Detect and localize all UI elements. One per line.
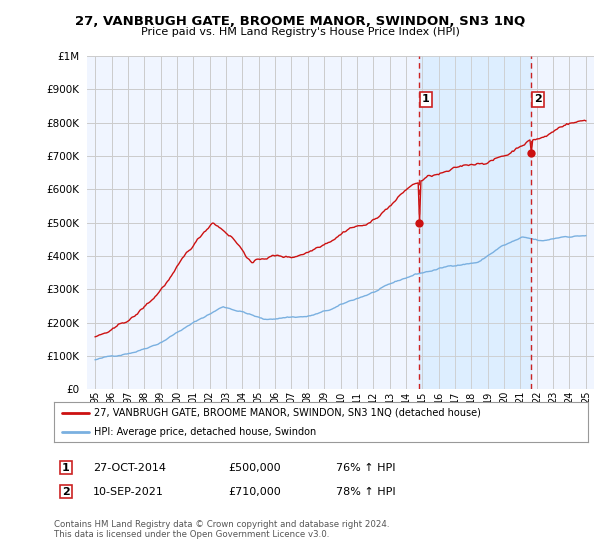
Text: 78% ↑ HPI: 78% ↑ HPI xyxy=(336,487,395,497)
Text: 27, VANBRUGH GATE, BROOME MANOR, SWINDON, SN3 1NQ: 27, VANBRUGH GATE, BROOME MANOR, SWINDON… xyxy=(75,15,525,28)
Text: 1: 1 xyxy=(422,94,430,104)
Text: 2: 2 xyxy=(534,94,542,104)
Text: Contains HM Land Registry data © Crown copyright and database right 2024.
This d: Contains HM Land Registry data © Crown c… xyxy=(54,520,389,539)
Text: £710,000: £710,000 xyxy=(228,487,281,497)
Bar xyxy=(419,56,532,389)
Text: 1: 1 xyxy=(62,463,70,473)
Text: 2: 2 xyxy=(62,487,70,497)
Text: 27-OCT-2014: 27-OCT-2014 xyxy=(93,463,166,473)
Text: £500,000: £500,000 xyxy=(228,463,281,473)
Text: Price paid vs. HM Land Registry's House Price Index (HPI): Price paid vs. HM Land Registry's House … xyxy=(140,27,460,38)
Text: 76% ↑ HPI: 76% ↑ HPI xyxy=(336,463,395,473)
Text: 27, VANBRUGH GATE, BROOME MANOR, SWINDON, SN3 1NQ (detached house): 27, VANBRUGH GATE, BROOME MANOR, SWINDON… xyxy=(94,408,481,418)
Text: HPI: Average price, detached house, Swindon: HPI: Average price, detached house, Swin… xyxy=(94,427,316,437)
Text: 10-SEP-2021: 10-SEP-2021 xyxy=(93,487,164,497)
